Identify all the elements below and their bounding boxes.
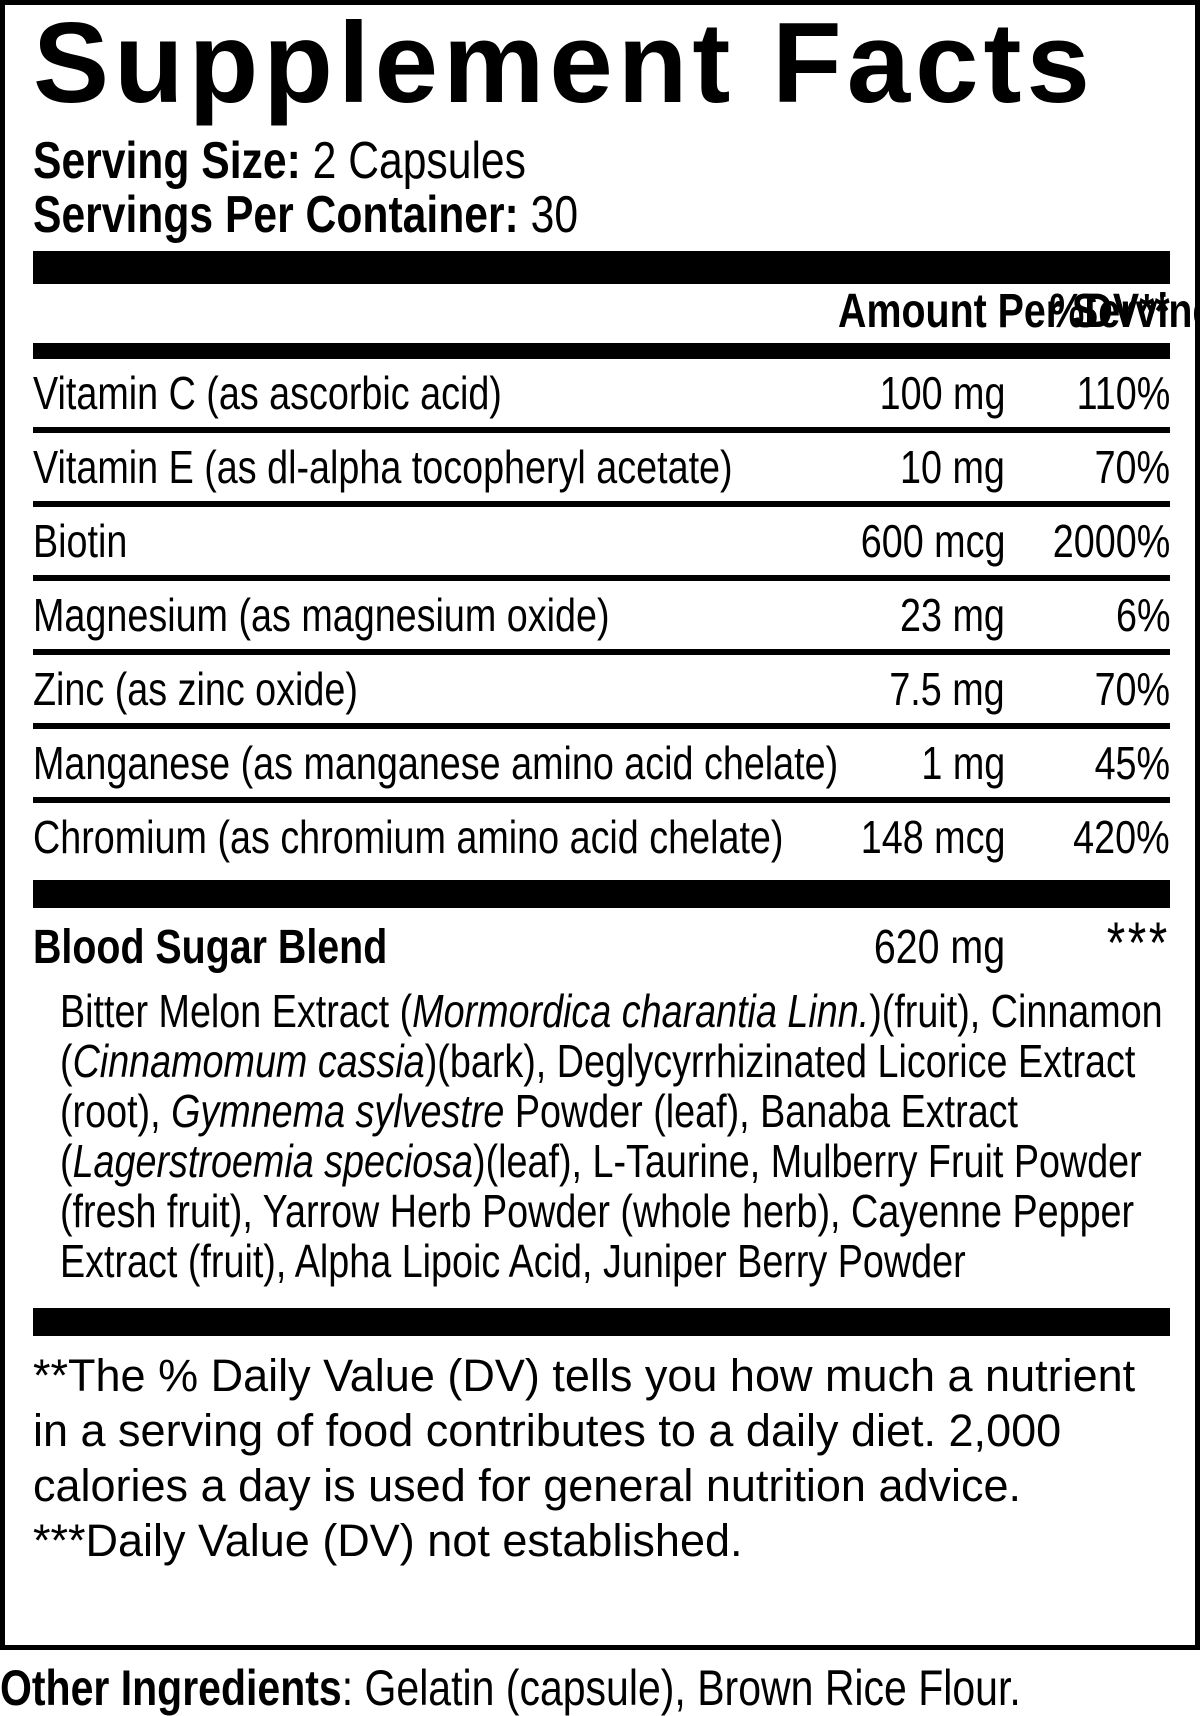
nutrient-dv: 420% (1073, 811, 1170, 863)
ingredient-text: Powder (leaf), Banaba Extract ( (60, 1085, 1019, 1187)
supplement-facts-panel: Supplement Facts Serving Size: 2 Capsule… (0, 0, 1200, 1650)
nutrient-amount: 10 mg (900, 441, 1005, 493)
serving-size-line: Serving Size: 2 Capsules (33, 135, 1170, 187)
nutrient-amount: 7.5 mg (889, 663, 1005, 715)
ingredient-text: )(leaf), L-Taurine, Mulberry Fruit Powde… (60, 1135, 1142, 1287)
servings-per-container-label: Servings Per Container: (33, 186, 519, 244)
nutrient-dv: 70% (1094, 441, 1170, 493)
nutrient-dv: 45% (1094, 737, 1170, 789)
nutrient-dv: 110% (1076, 367, 1170, 419)
ingredient-text: )(fruit), Cinnamon ( (60, 985, 1163, 1087)
servings-per-container-value: 30 (518, 186, 579, 244)
blend-separator-bar (33, 880, 1170, 908)
nutrient-amount: 100 mg (879, 367, 1005, 419)
nutrient-dv: 2000% (1052, 515, 1170, 567)
daily-value-footnote: **The % Daily Value (DV) tells you how m… (33, 1350, 1136, 1511)
dv-not-established-footnote: ***Daily Value (DV) not established. (33, 1515, 743, 1566)
nutrient-name: Magnesium (as magnesium oxide) (33, 589, 610, 641)
percent-dv-header: %DV** (1049, 285, 1170, 338)
ingredient-text: )(bark), Deglycyrrhizinated Licorice Ext… (60, 1035, 1136, 1137)
blend-dv: *** (1107, 911, 1170, 976)
nutrient-row: Zinc (as zinc oxide) 7.5 mg 70% (33, 655, 1170, 729)
blend-name: Blood Sugar Blend (33, 921, 388, 974)
nutrient-amount: 600 mcg (860, 515, 1005, 567)
nutrient-row: Magnesium (as magnesium oxide) 23 mg 6% (33, 581, 1170, 655)
nutrient-row: Chromium (as chromium amino acid chelate… (33, 803, 1170, 871)
nutrient-name: Manganese (as manganese amino acid chela… (33, 737, 839, 789)
nutrient-row: Manganese (as manganese amino acid chela… (33, 729, 1170, 803)
footnote-separator-bar (33, 1308, 1170, 1336)
nutrient-amount: 23 mg (900, 589, 1005, 641)
panel-title: Supplement Facts (33, 0, 1095, 127)
other-ingredients-label: Other Ingredients (0, 1660, 342, 1716)
blend-row: Blood Sugar Blend 620 mg *** (33, 908, 1170, 976)
nutrient-name: Vitamin E (as dl-alpha tocopheryl acetat… (33, 441, 733, 493)
botanical-latin-name: Gymnema sylvestre (171, 1085, 505, 1137)
nutrient-dv: 70% (1094, 663, 1170, 715)
serving-size-label: Serving Size: (33, 132, 301, 190)
nutrient-name: Chromium (as chromium amino acid chelate… (33, 811, 784, 863)
nutrient-row: Biotin 600 mcg 2000% (33, 507, 1170, 581)
top-separator-bar (33, 251, 1170, 284)
other-ingredients-value: : Gelatin (capsule), Brown Rice Flour. (341, 1660, 1021, 1716)
nutrient-name: Vitamin C (as ascorbic acid) (33, 367, 502, 419)
nutrient-row: Vitamin E (as dl-alpha tocopheryl acetat… (33, 433, 1170, 507)
nutrient-name: Zinc (as zinc oxide) (33, 663, 358, 715)
nutrient-dv: 6% (1115, 589, 1170, 641)
nutrient-amount: 1 mg (921, 737, 1005, 789)
nutrient-amount: 148 mcg (860, 811, 1005, 863)
blend-ingredients: Bitter Melon Extract (Mormordica charant… (60, 986, 1183, 1286)
other-ingredients-line: Other Ingredients: Gelatin (capsule), Br… (0, 1662, 1200, 1714)
botanical-latin-name: Cinnamomum cassia (72, 1035, 425, 1087)
amount-per-serving-header: Amount Per Serving (838, 285, 1200, 338)
header-separator-bar (33, 343, 1170, 359)
botanical-latin-name: Mormordica charantia Linn. (412, 985, 870, 1037)
servings-per-container-line: Servings Per Container: 30 (33, 189, 1170, 241)
ingredient-text: Bitter Melon Extract ( (60, 985, 413, 1037)
nutrient-name: Biotin (33, 515, 128, 567)
nutrient-rows: Vitamin C (as ascorbic acid) 100 mg 110% Vi… (33, 359, 1170, 871)
serving-size-value: 2 Capsules (300, 132, 526, 190)
nutrient-row: Vitamin C (as ascorbic acid) 100 mg 110% (33, 359, 1170, 433)
botanical-latin-name: Lagerstroemia speciosa (72, 1135, 474, 1187)
table-header-row: Amount Per Serving %DV** (33, 284, 1200, 343)
blend-amount: 620 mg (873, 921, 1005, 974)
